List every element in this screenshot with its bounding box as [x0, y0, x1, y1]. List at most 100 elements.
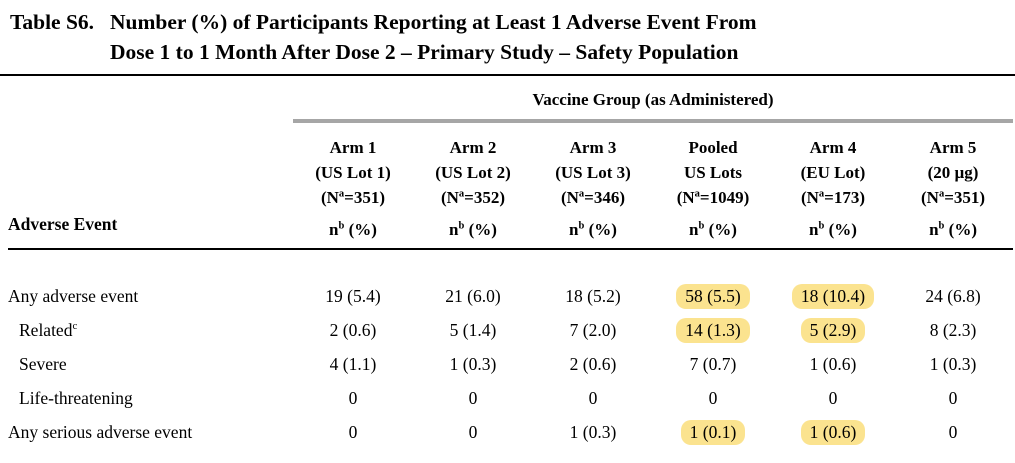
table-title-label: Table S6.: [10, 10, 95, 34]
value-text: 1 (0.3): [449, 353, 497, 374]
row-label-text: Severe: [19, 353, 67, 374]
table-title-text: Number (%) of Participants Reporting at …: [110, 7, 757, 67]
value-cell: 2 (0.6): [293, 313, 413, 347]
value-text: 7 (2.0): [569, 319, 617, 340]
table-title: Table S6. Number (%) of Participants Rep…: [0, 0, 1015, 67]
arm2-npct: nb (%): [449, 220, 497, 239]
arm5-n: (Na=351): [921, 188, 986, 207]
arm1-n: (Na=351): [320, 188, 386, 207]
table-row-life-threatening: Life-threatening 0 0 0 0 0 0: [8, 381, 1013, 415]
value-text: 21 (6.0): [445, 285, 501, 306]
group-header-spacer: [8, 76, 293, 121]
value-text: 5 (1.4): [449, 319, 497, 340]
value-cell: 1 (0.6): [773, 347, 893, 381]
column-header-arm2: Arm 2 (US Lot 2) (Na=352) nb (%): [413, 121, 533, 250]
value-cell: 18 (5.2): [533, 249, 653, 313]
value-text: 0: [948, 387, 958, 408]
arm3-lot: (US Lot 3): [555, 163, 631, 182]
value-cell: 4 (1.1): [293, 347, 413, 381]
value-text: 4 (1.1): [329, 353, 377, 374]
row-label-text: Any adverse event: [8, 285, 139, 306]
value-cell: 0: [293, 415, 413, 449]
value-text-highlighted: 18 (10.4): [791, 283, 875, 309]
value-text: 0: [588, 387, 598, 408]
value-cell: 0: [413, 415, 533, 449]
arm4-name: Arm 4: [809, 138, 857, 157]
value-text: 0: [948, 421, 958, 442]
value-cell: 0: [533, 381, 653, 415]
value-text-highlighted: 1 (0.6): [800, 419, 866, 445]
value-cell: 24 (6.8): [893, 249, 1013, 313]
value-cell: 0: [413, 381, 533, 415]
value-cell: 1 (0.3): [533, 415, 653, 449]
value-cell: 1 (0.1): [653, 415, 773, 449]
arm3-n: (Na=346): [560, 188, 626, 207]
pooled-lot: US Lots: [683, 163, 743, 182]
arm1-name: Arm 1: [329, 138, 377, 157]
value-text: 0: [348, 421, 358, 442]
value-text: 18 (5.2): [565, 285, 621, 306]
row-label: Any adverse event: [8, 249, 293, 313]
value-cell: 21 (6.0): [413, 249, 533, 313]
value-cell: 7 (2.0): [533, 313, 653, 347]
arm4-lot: (EU Lot): [800, 163, 866, 182]
row-label-text: Life-threatening: [19, 387, 133, 408]
arm2-lot: (US Lot 2): [435, 163, 511, 182]
pooled-name: Pooled: [688, 138, 738, 157]
column-header-arm4: Arm 4 (EU Lot) (Na=173) nb (%): [773, 121, 893, 250]
value-cell: 1 (0.3): [893, 347, 1013, 381]
value-text: 8 (2.3): [929, 319, 977, 340]
value-text-highlighted: 5 (2.9): [800, 317, 866, 343]
value-text: 7 (0.7): [689, 353, 737, 374]
row-label-text: Any serious adverse event: [8, 421, 193, 442]
pooled-npct: nb (%): [689, 220, 737, 239]
value-cell: 5 (1.4): [413, 313, 533, 347]
column-header-arm1: Arm 1 (US Lot 1) (Na=351) nb (%): [293, 121, 413, 250]
arm3-name: Arm 3: [569, 138, 617, 157]
adverse-event-table: Vaccine Group (as Administered) Adverse …: [8, 76, 1014, 449]
arm4-npct: nb (%): [809, 220, 857, 239]
row-label: Life-threatening: [8, 381, 293, 415]
vaccine-group-header: Vaccine Group (as Administered): [293, 76, 1014, 123]
value-text: 0: [468, 387, 478, 408]
value-text: 0: [828, 387, 838, 408]
column-header-pooled: Pooled US Lots (Na=1049) nb (%): [653, 121, 773, 250]
value-text: 2 (0.6): [329, 319, 377, 340]
pooled-n: (Na=1049): [676, 188, 750, 207]
table-title-line1: Number (%) of Participants Reporting at …: [110, 10, 757, 34]
table-row-severe: Severe 4 (1.1) 1 (0.3) 2 (0.6) 7 (0.7) 1…: [8, 347, 1013, 381]
value-text: 0: [708, 387, 718, 408]
value-cell: 2 (0.6): [533, 347, 653, 381]
value-text: 1 (0.3): [569, 421, 617, 442]
arm5-npct: nb (%): [929, 220, 977, 239]
value-cell: 19 (5.4): [293, 249, 413, 313]
value-text: 1 (0.3): [929, 353, 977, 374]
arm3-npct: nb (%): [569, 220, 617, 239]
column-header-arm5: Arm 5 (20 µg) (Na=351) nb (%): [893, 121, 1014, 250]
value-cell: 7 (0.7): [653, 347, 773, 381]
adverse-event-column-label: Adverse Event: [8, 121, 293, 250]
value-cell: 14 (1.3): [653, 313, 773, 347]
value-cell: 18 (10.4): [773, 249, 893, 313]
arm2-n: (Na=352): [440, 188, 506, 207]
row-label: Relatedc: [8, 313, 293, 347]
value-cell: 0: [773, 381, 893, 415]
value-text: 0: [348, 387, 358, 408]
value-text-highlighted: 14 (1.3): [676, 317, 750, 343]
table-row-any-adverse-event: Any adverse event 19 (5.4) 21 (6.0) 18 (…: [8, 249, 1013, 313]
row-label: Any serious adverse event: [8, 415, 293, 449]
column-header-arm3: Arm 3 (US Lot 3) (Na=346) nb (%): [533, 121, 653, 250]
value-cell: 0: [893, 415, 1013, 449]
value-text: 1 (0.6): [809, 353, 857, 374]
value-text-highlighted: 58 (5.5): [676, 283, 750, 309]
value-text: 0: [468, 421, 478, 442]
value-text: 2 (0.6): [569, 353, 617, 374]
value-cell: 5 (2.9): [773, 313, 893, 347]
row-label-text: Relatedc: [19, 319, 78, 340]
top-rule: [0, 74, 1015, 76]
table-row-related: Relatedc 2 (0.6) 5 (1.4) 7 (2.0) 14 (1.3…: [8, 313, 1013, 347]
table-row-any-serious-adverse-event: Any serious adverse event 0 0 1 (0.3) 1 …: [8, 415, 1013, 449]
value-cell: 1 (0.6): [773, 415, 893, 449]
value-text: 24 (6.8): [925, 285, 981, 306]
